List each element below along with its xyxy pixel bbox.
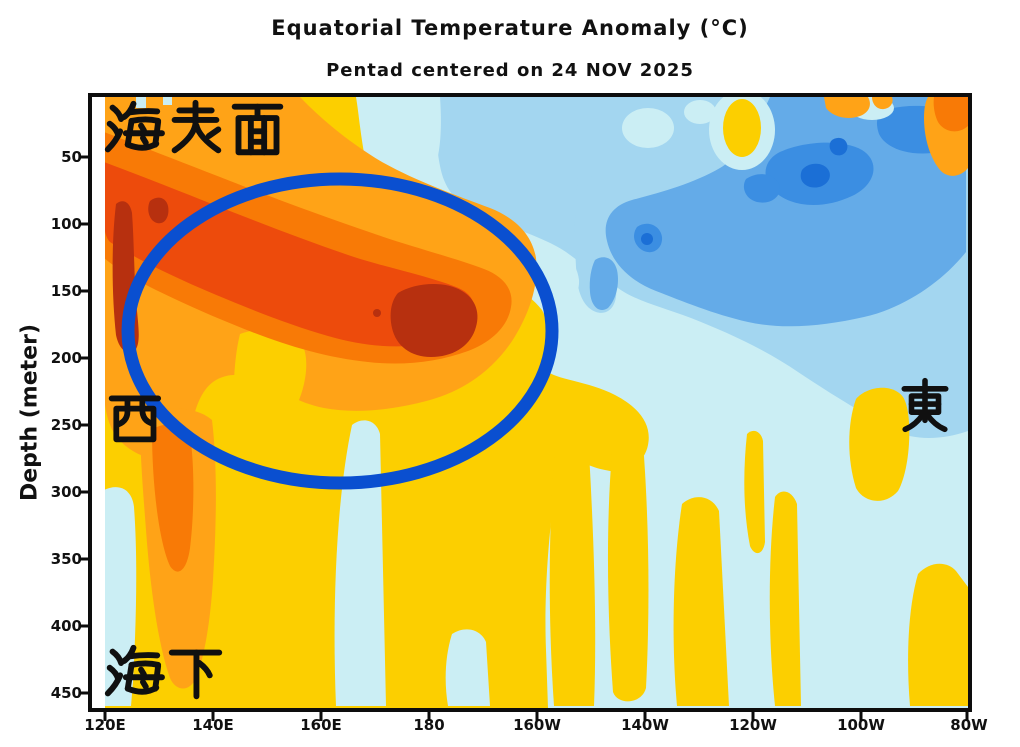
y-tick-label: 400 [50, 617, 82, 635]
x-tick-label: 180 [413, 716, 445, 734]
glyph-mian [231, 103, 284, 156]
glyph-biao [171, 99, 222, 154]
glyph-hai [104, 100, 165, 153]
chart-title: Equatorial Temperature Anomaly (°C) [271, 16, 749, 40]
y-tick-label: 350 [50, 550, 82, 568]
label-sea-surface-glyphs [104, 99, 284, 156]
y-tick-label: 100 [50, 215, 82, 233]
x-tick-label: 160E [300, 716, 342, 734]
label-west-glyph [108, 395, 162, 443]
x-tick-label: 120W [729, 716, 777, 734]
no-data-strip [92, 97, 105, 708]
y-tick-label: 150 [50, 282, 82, 300]
glyph-hai [104, 644, 165, 697]
y-tick-label: 450 [50, 684, 82, 702]
axis-ticks [79, 155, 969, 721]
label-sea-surface: 海表面 [102, 98, 292, 160]
x-tick-label: 160W [513, 716, 561, 734]
label-undersea: 海下 [102, 641, 230, 703]
x-tick-label: 140W [621, 716, 669, 734]
x-tick-label: 140E [192, 716, 234, 734]
x-tick-label: 80W [950, 716, 988, 734]
y-tick-label: 200 [50, 349, 82, 367]
label-undersea-glyphs [104, 644, 223, 700]
y-tick-label: 50 [61, 148, 82, 166]
glyph-xia [168, 649, 223, 700]
x-tick-label: 100W [837, 716, 885, 734]
highlight-ellipse [121, 172, 559, 490]
label-east-glyph [901, 377, 949, 433]
plot-border [88, 93, 972, 712]
label-east: 東 [895, 375, 955, 435]
y-tick-label: 300 [50, 483, 82, 501]
chart-subtitle: Pentad centered on 24 NOV 2025 [326, 60, 694, 81]
x-tick-label: 120E [84, 716, 126, 734]
label-west: 西 [104, 389, 166, 449]
y-tick-label: 250 [50, 416, 82, 434]
